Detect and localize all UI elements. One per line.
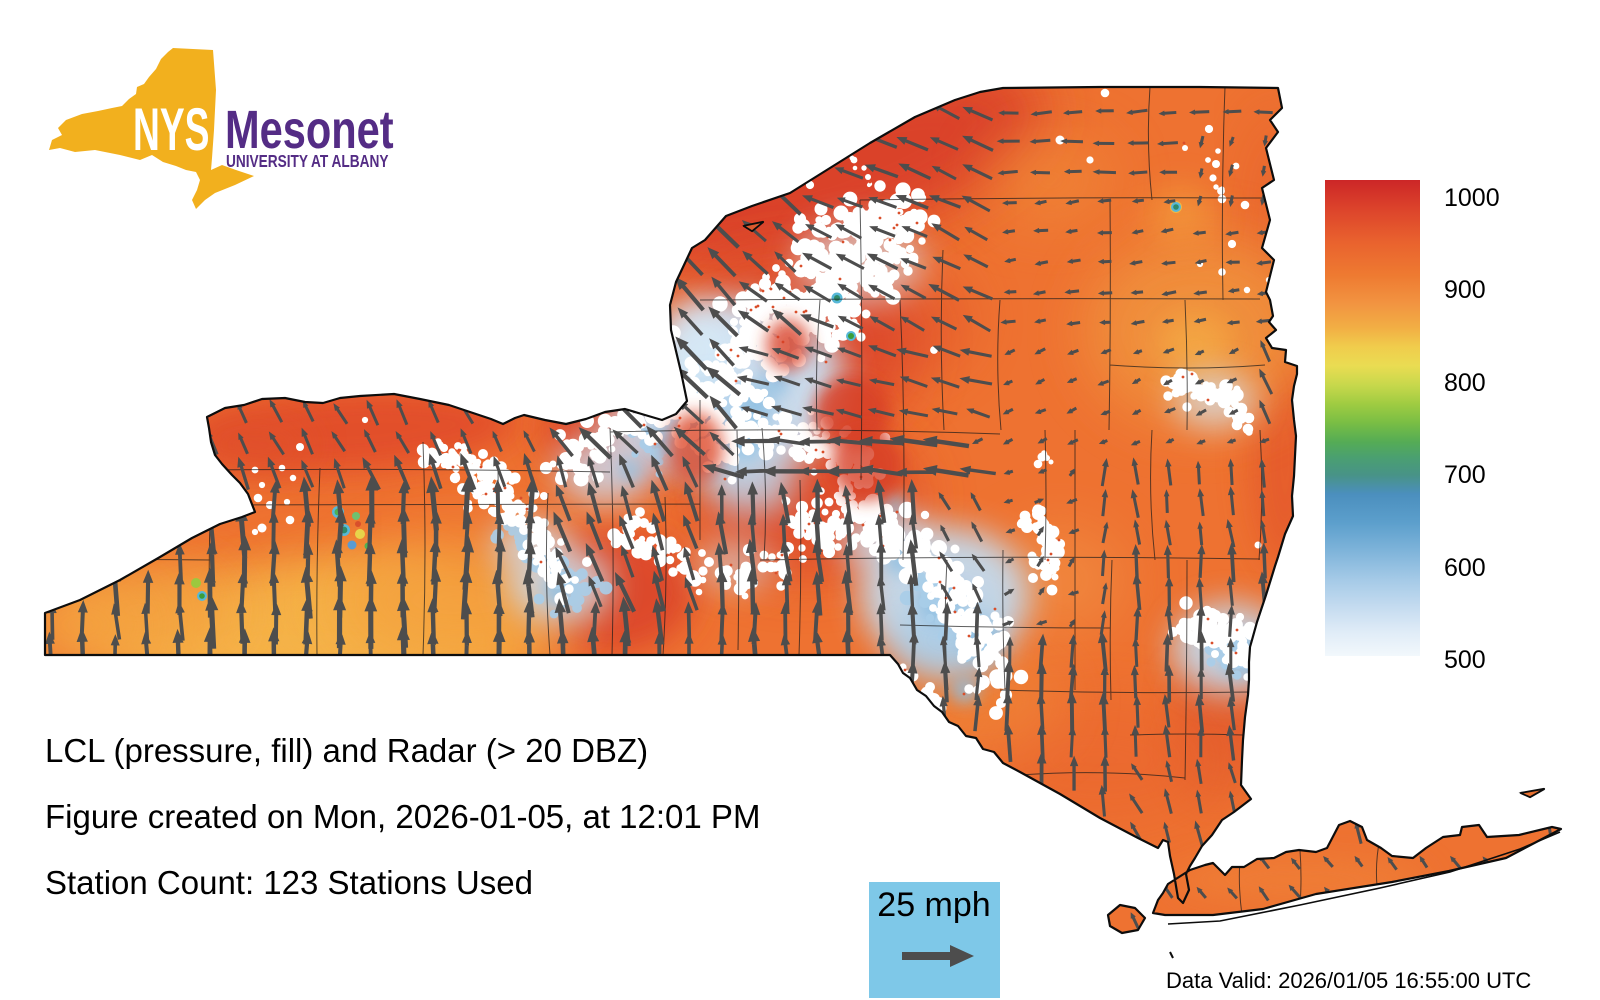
svg-text:500: 500 [1444, 646, 1486, 674]
svg-text:Figure created on Mon, 2026-01: Figure created on Mon, 2026-01-05, at 12… [45, 798, 760, 835]
svg-text:1000: 1000 [1444, 184, 1500, 212]
svg-text:Station Count: 123 Stations Us: Station Count: 123 Stations Used [45, 864, 533, 901]
svg-text:700: 700 [1444, 461, 1486, 489]
svg-text:600: 600 [1444, 554, 1486, 582]
svg-text:Data Valid: 2026/01/05 16:55:0: Data Valid: 2026/01/05 16:55:00 UTC [1166, 968, 1531, 993]
svg-text:LCL (pressure, fill) and Radar: LCL (pressure, fill) and Radar (> 20 DBZ… [45, 732, 648, 769]
svg-text:NYS: NYS [133, 96, 209, 163]
svg-text:800: 800 [1444, 369, 1486, 397]
svg-text:900: 900 [1444, 276, 1486, 304]
svg-text:UNIVERSITY AT ALBANY: UNIVERSITY AT ALBANY [226, 152, 389, 171]
svg-text:Mesonet: Mesonet [225, 100, 394, 161]
svg-text:25 mph: 25 mph [877, 886, 990, 924]
